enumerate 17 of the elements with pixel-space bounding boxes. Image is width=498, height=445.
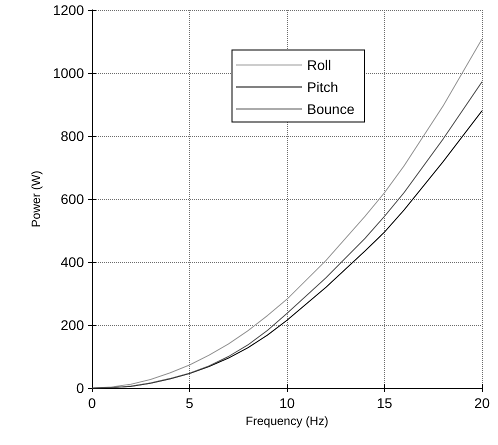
- y-tick-label: 1000: [52, 65, 84, 81]
- x-tick-label: 15: [376, 395, 392, 411]
- y-tick-label: 200: [60, 317, 84, 333]
- x-axis-title: Frequency (Hz): [246, 414, 328, 428]
- y-tick-label: 400: [60, 254, 84, 270]
- x-tick-label: 10: [279, 395, 295, 411]
- y-tick-label: 600: [60, 191, 84, 207]
- y-tick-label: 1200: [52, 2, 84, 18]
- y-tick-label: 0: [76, 380, 84, 396]
- x-tick-label: 5: [186, 395, 194, 411]
- x-tick-label: 20: [474, 395, 490, 411]
- legend-label: Roll: [307, 57, 332, 73]
- x-tick-label: 0: [88, 395, 96, 411]
- y-axis-title: Power (W): [28, 170, 43, 228]
- legend-label: Pitch: [307, 79, 338, 95]
- y-tick-label: 800: [60, 128, 84, 144]
- legend-label: Bounce: [307, 101, 355, 117]
